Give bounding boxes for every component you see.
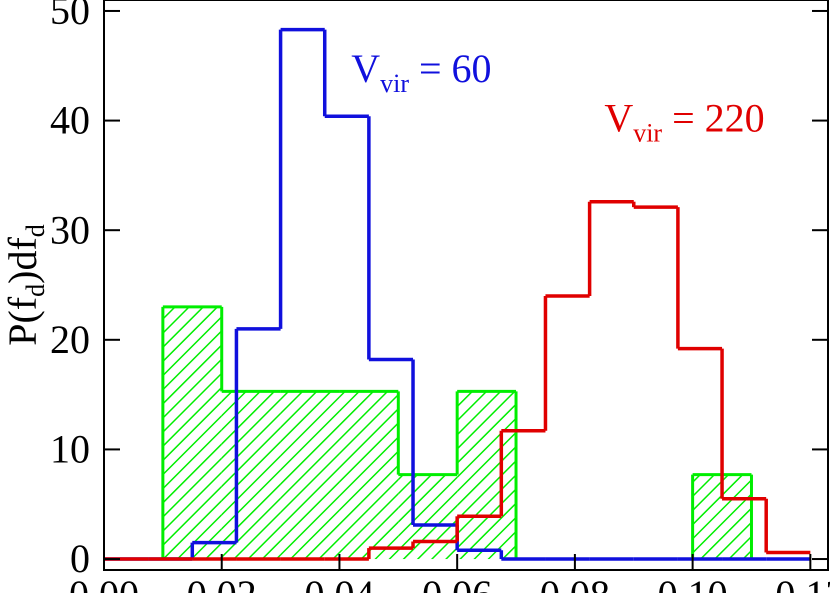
y-tick-label: 0 — [70, 536, 90, 581]
hatched-bar — [339, 391, 399, 560]
y-axis-label-part: )df — [0, 237, 45, 284]
hatched-bar — [221, 391, 281, 560]
annotation-text: = 60 — [409, 46, 492, 91]
annotation-sub: vir — [380, 69, 409, 98]
annotation-sub: vir — [633, 119, 662, 148]
y-axis-label-part: P(f — [0, 296, 45, 346]
y-axis-label-sub: d — [21, 224, 50, 237]
x-tick-label: 0.04 — [304, 572, 374, 593]
hatched-bar — [280, 391, 340, 560]
hatched-bar — [457, 391, 517, 560]
x-tick-label: 0.12 — [775, 572, 830, 593]
x-tick-label: 0.08 — [540, 572, 610, 593]
annotation-base: V — [351, 46, 380, 91]
plot-frame — [103, 0, 829, 571]
x-tick-label: 0.00 — [69, 572, 139, 593]
x-tick-label: 0.06 — [422, 572, 492, 593]
x-tick-label: 0.02 — [187, 572, 257, 593]
y-tick-label: 40 — [50, 98, 90, 143]
y-axis-label: P(fd)dfd — [0, 224, 50, 346]
y-tick-label: 20 — [50, 317, 90, 362]
y-axis-label-sub: d — [21, 284, 50, 297]
annotation: Vvir = 60 — [351, 46, 491, 98]
x-tick-label: 0.10 — [658, 572, 728, 593]
annotation-base: V — [604, 96, 633, 141]
y-tick-label: 30 — [50, 207, 90, 252]
hatched-bar — [162, 306, 222, 560]
hatched-bar — [398, 474, 458, 560]
annotation: Vvir = 220 — [604, 96, 764, 148]
y-tick-label: 50 — [50, 0, 90, 33]
annotation-text: = 220 — [662, 96, 765, 141]
y-tick-label: 10 — [50, 427, 90, 472]
